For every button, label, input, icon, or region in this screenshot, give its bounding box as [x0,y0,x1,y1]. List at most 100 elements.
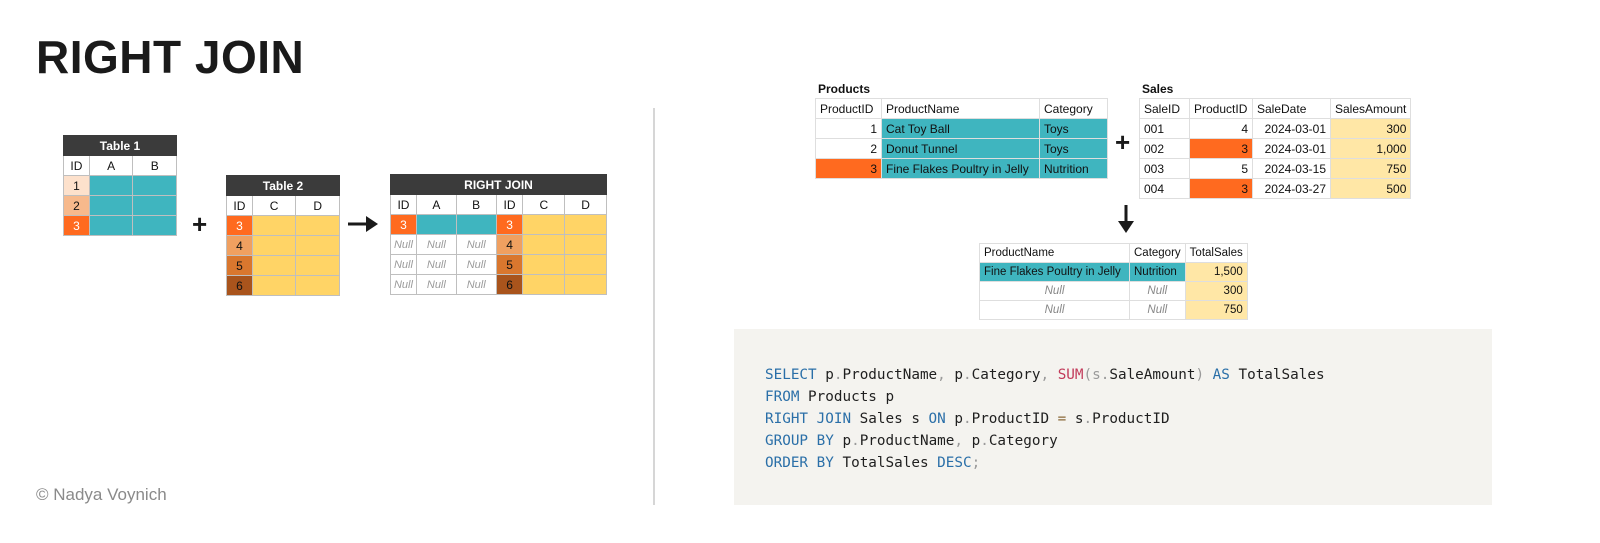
null-cell: Null [979,281,1130,301]
table-cell: 2024-03-15 [1252,158,1331,179]
null-cell: Null [415,234,457,255]
table-cell: 003 [1139,158,1190,179]
table-row: 002 3 2024-03-01 1,000 [1139,138,1412,159]
table-cell: Fine Flakes Poultry in Jelly [881,158,1040,179]
table-cell: Nutrition [1039,158,1108,179]
column-header: A [88,155,134,176]
id-cell: 4 [226,235,253,256]
null-cell: Null [415,274,457,295]
data-cell [415,214,457,235]
id-cell: 3 [390,214,417,235]
table-cell: Toys [1039,138,1108,159]
products-table: ProductID ProductName Category 1 Cat Toy… [815,98,1108,179]
column-header: SaleDate [1252,98,1331,119]
table-row: Null Null 300 [979,281,1248,301]
null-cell: Null [1129,281,1186,301]
column-header: ProductName [881,98,1040,119]
column-header: Category [1129,243,1186,263]
null-cell: Null [415,254,457,275]
column-header: ProductName [979,243,1130,263]
data-cell [455,214,497,235]
table-cell: Toys [1039,118,1108,139]
table-row: Fine Flakes Poultry in Jelly Nutrition 1… [979,262,1248,282]
table-cell: 2024-03-01 [1252,118,1331,139]
table-row: 2 Donut Tunnel Toys [815,138,1108,159]
data-cell [564,274,607,295]
data-cell [522,254,566,275]
null-cell: Null [390,274,417,295]
id-cell: 2 [63,195,90,216]
data-cell [251,255,297,276]
column-header: ID [226,195,253,216]
column-header: A [415,194,457,215]
table-row: 1 Cat Toy Ball Toys [815,118,1108,139]
data-cell [251,215,297,236]
column-header: SaleID [1139,98,1190,119]
table-cell: 300 [1184,281,1248,301]
column-header: C [251,195,297,216]
null-cell: Null [979,300,1130,320]
right-join-title: RIGHT JOIN [390,174,607,195]
right-join-diagram: RIGHT JOIN ID A B ID C D 3 3 Null Null N… [390,174,607,295]
data-cell [132,195,177,216]
table-cell: 1 [815,118,882,139]
sql-code: SELECT p.ProductName, p.Category, SUM(s.… [765,364,1325,474]
data-cell [522,214,566,235]
table-cell: 3 [1189,178,1253,199]
table-cell: 1,000 [1329,138,1412,159]
sql-code-block: SELECT p.ProductName, p.Category, SUM(s.… [734,329,1492,505]
data-cell [88,195,134,216]
table-cell: 2024-03-01 [1252,138,1331,159]
column-header: ID [390,194,417,215]
data-cell [251,275,297,296]
table-cell: 5 [1189,158,1253,179]
table-row: 3 Fine Flakes Poultry in Jelly Nutrition [815,158,1108,179]
section-divider [653,108,655,505]
data-cell [295,215,340,236]
column-header: ProductID [815,98,882,119]
column-header: D [295,195,340,216]
down-arrow-icon [1118,205,1134,233]
id-cell: 3 [63,215,90,236]
null-cell: Null [455,274,497,295]
table-cell: 750 [1184,300,1248,320]
code-line: SELECT p.ProductName, p.Category, SUM(s.… [765,367,1325,383]
column-header: Category [1039,98,1108,119]
table-2-title: Table 2 [226,175,340,196]
table-cell: 750 [1329,158,1412,179]
column-header: B [132,155,177,176]
column-header: TotalSales [1184,243,1248,263]
column-header: D [564,194,607,215]
table-cell: 3 [815,158,882,179]
id-cell: 6 [226,275,253,296]
table-cell: 2024-03-27 [1252,178,1331,199]
sales-table: SaleID ProductID SaleDate SalesAmount 00… [1139,98,1412,199]
table-cell: 1,500 [1184,262,1248,282]
data-cell [132,215,177,236]
table-cell: 300 [1329,118,1412,139]
column-header: C [522,194,566,215]
code-line: ORDER BY TotalSales DESC; [765,455,981,471]
result-table: ProductName Category TotalSales Fine Fla… [979,243,1248,320]
table-cell: Fine Flakes Poultry in Jelly [979,262,1130,282]
data-cell [295,235,340,256]
table-cell: 4 [1189,118,1253,139]
data-cell [88,215,134,236]
page-title: RIGHT JOIN [36,31,305,83]
id-cell: 1 [63,175,90,196]
null-cell: Null [455,254,497,275]
table-1-diagram: Table 1 ID A B 1 2 3 [63,135,177,236]
column-header: ProductID [1189,98,1253,119]
table-cell: 500 [1329,178,1412,199]
sales-table-title: Sales [1142,82,1174,96]
id-cell: 4 [495,234,524,255]
data-cell [564,254,607,275]
table-row: 004 3 2024-03-27 500 [1139,178,1412,199]
data-cell [88,175,134,196]
table-cell: Cat Toy Ball [881,118,1040,139]
data-cell [132,175,177,196]
table-row: Null Null 750 [979,300,1248,320]
column-header: B [455,194,497,215]
products-table-title: Products [818,82,871,96]
column-header: ID [495,194,524,215]
